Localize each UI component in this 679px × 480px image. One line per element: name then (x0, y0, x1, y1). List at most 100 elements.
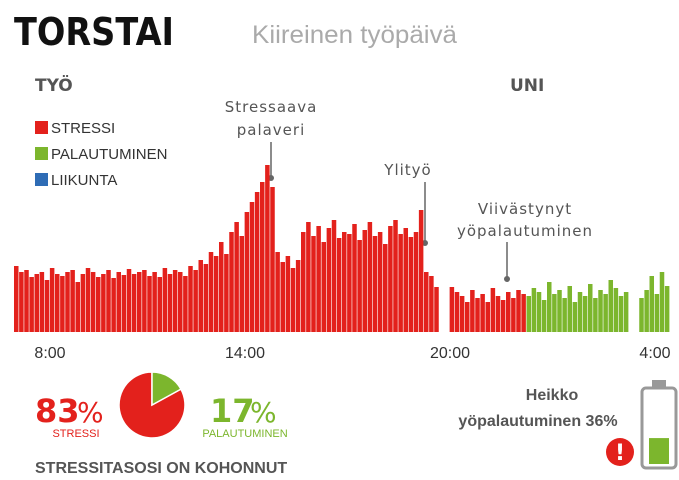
bar (541, 300, 547, 332)
bar (14, 266, 19, 332)
battery-level (649, 438, 669, 464)
bar (131, 274, 137, 332)
x-tick-label: 20:00 (430, 345, 470, 362)
bar (654, 294, 660, 332)
bar (516, 290, 521, 332)
bar (270, 187, 275, 332)
bar (357, 240, 362, 332)
subtitle: Kiireinen työpäivä (252, 21, 457, 49)
bar (424, 272, 429, 332)
legend-swatch (35, 147, 48, 160)
bar (188, 266, 193, 332)
legend-label: PALAUTUMINEN (51, 146, 167, 163)
bar (275, 252, 280, 332)
warning-mark: ! (615, 441, 625, 466)
title: TORSTAI (14, 10, 174, 54)
bar (536, 292, 542, 332)
bar (608, 280, 614, 332)
annotation: Stressaava (225, 98, 318, 116)
bar (623, 292, 629, 332)
x-tick-label: 4:00 (639, 345, 670, 362)
bar (459, 296, 465, 332)
bar (44, 280, 50, 332)
stress-percent: 83 (35, 392, 80, 430)
legend-swatch (35, 121, 48, 134)
bar (449, 287, 455, 332)
percent-sign: % (250, 396, 277, 429)
bar (342, 232, 347, 332)
bar (577, 292, 583, 332)
bar (183, 276, 188, 332)
bar (403, 228, 409, 332)
bar (485, 302, 491, 332)
bar (429, 276, 434, 332)
bar (137, 272, 142, 332)
bar (224, 254, 229, 332)
annotation: Ylityö (383, 161, 431, 179)
warning-icon (606, 438, 634, 466)
bar (598, 290, 603, 332)
bar (639, 298, 644, 332)
bar (106, 270, 111, 332)
section-label: TYÖ (35, 74, 73, 96)
bar (55, 274, 60, 332)
legend-label: STRESSI (51, 120, 115, 137)
section-label: UNI (510, 76, 544, 96)
legend-swatch (35, 173, 48, 186)
legend-label: LIIKUNTA (51, 172, 117, 189)
battery-outline (640, 386, 678, 470)
bar (260, 182, 265, 332)
bar (198, 260, 204, 332)
bar (567, 286, 573, 332)
bar (219, 242, 224, 332)
bar (111, 278, 116, 332)
bar (96, 277, 101, 332)
bar (470, 290, 475, 332)
bar (65, 272, 70, 332)
bar (311, 236, 316, 332)
annotation: yöpalautuminen (457, 222, 593, 240)
bar (465, 302, 470, 332)
bar (193, 270, 198, 332)
bar (557, 290, 562, 332)
bar (265, 165, 270, 332)
bar (147, 276, 152, 332)
bar (80, 274, 86, 332)
bar (511, 298, 516, 332)
bar (603, 294, 608, 332)
stress-label: STRESSI (52, 428, 99, 440)
battery-cap (652, 380, 666, 388)
bar (244, 212, 250, 332)
bar (326, 228, 332, 332)
bar (321, 242, 327, 332)
bar (34, 274, 40, 332)
bar (60, 276, 65, 332)
leader-dot (422, 240, 428, 246)
bar (101, 274, 106, 332)
bar (70, 270, 75, 332)
bar (521, 294, 526, 332)
bar (362, 230, 368, 332)
bar (290, 268, 296, 332)
bar (285, 256, 291, 332)
bar (572, 302, 578, 332)
bar (208, 252, 214, 332)
percent-sign: % (77, 396, 104, 429)
leader-dot (504, 276, 510, 282)
annotation: Viivästynyt (478, 200, 572, 218)
bar (644, 290, 649, 332)
bar (388, 226, 393, 332)
pie-slice (151, 371, 182, 407)
bar (618, 296, 624, 332)
bar (301, 232, 306, 332)
x-axis: 8:00 14:00 20:00 4:00 (34, 345, 670, 362)
bar (24, 270, 29, 332)
recovery-percent: 17 (210, 392, 255, 430)
bar (157, 277, 163, 332)
bar (500, 300, 506, 332)
summary-text: yöpalautuminen 36% (458, 413, 617, 430)
bar (213, 256, 219, 332)
recovery-label: PALAUTUMINEN (202, 428, 287, 440)
x-tick-label: 14:00 (225, 345, 265, 362)
